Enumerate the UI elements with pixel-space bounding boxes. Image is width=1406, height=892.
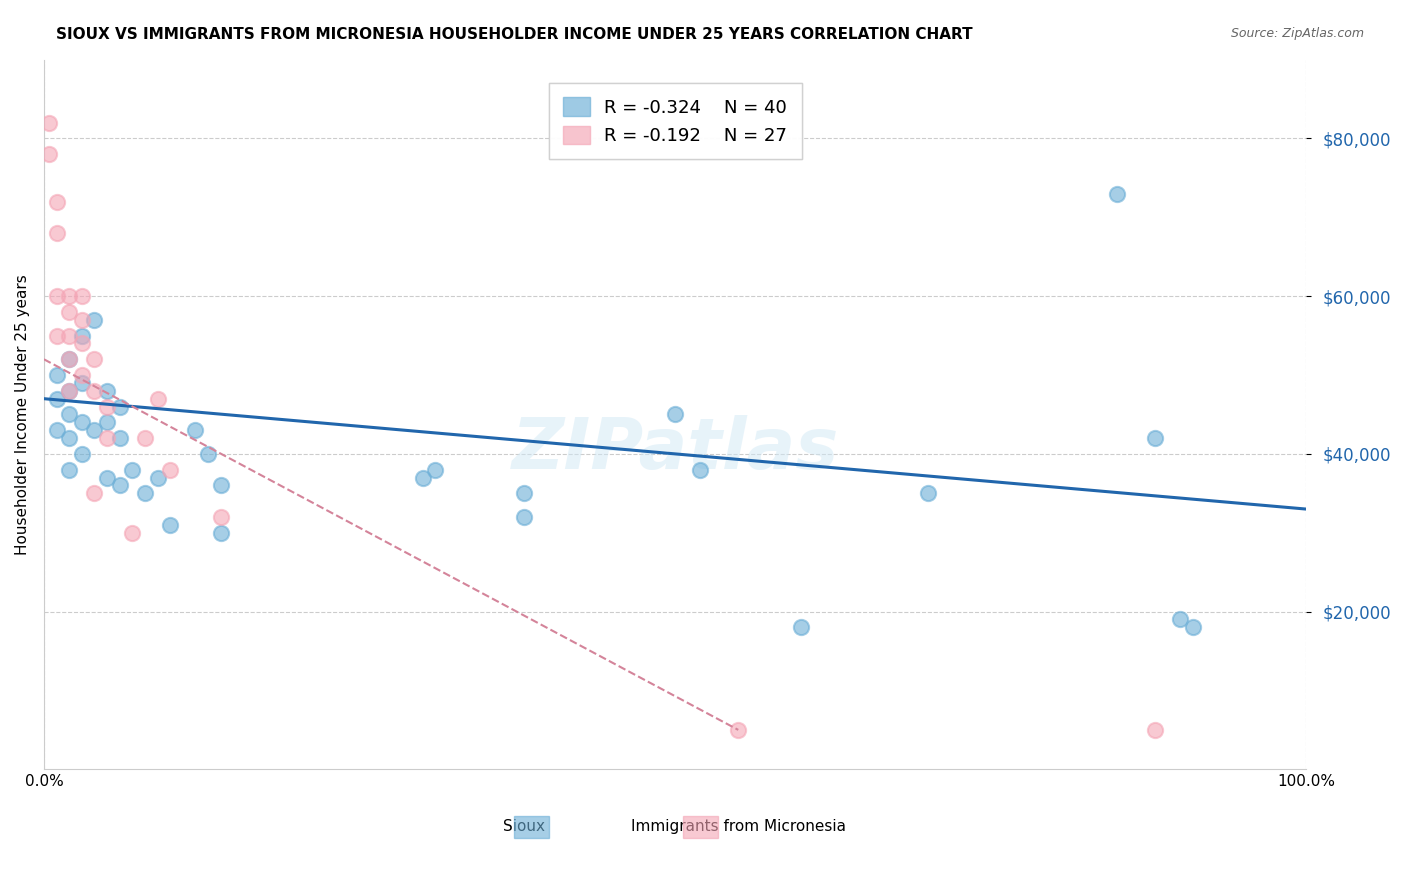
Legend: R = -0.324    N = 40, R = -0.192    N = 27: R = -0.324 N = 40, R = -0.192 N = 27 <box>548 83 801 160</box>
Text: Sioux: Sioux <box>502 819 544 834</box>
Point <box>83 352 105 367</box>
Point <box>917 486 939 500</box>
Point <box>1181 620 1204 634</box>
Point <box>96 384 118 398</box>
Point <box>790 620 813 634</box>
Point <box>58 384 80 398</box>
Point <box>96 400 118 414</box>
Y-axis label: Householder Income Under 25 years: Householder Income Under 25 years <box>15 274 30 555</box>
Point <box>727 723 749 737</box>
Point <box>146 392 169 406</box>
Text: ZIPatlas: ZIPatlas <box>512 416 839 484</box>
Point <box>1168 612 1191 626</box>
Point <box>58 408 80 422</box>
Point <box>38 116 60 130</box>
Point <box>512 486 534 500</box>
Point <box>108 400 131 414</box>
Point <box>512 510 534 524</box>
Point <box>58 431 80 445</box>
Point <box>197 447 219 461</box>
Point <box>58 352 80 367</box>
Point <box>689 463 711 477</box>
Point <box>45 368 67 382</box>
Point <box>134 486 156 500</box>
Point <box>45 194 67 209</box>
Point <box>184 423 207 437</box>
Text: Source: ZipAtlas.com: Source: ZipAtlas.com <box>1230 27 1364 40</box>
Point <box>134 431 156 445</box>
Point <box>159 463 181 477</box>
Point <box>108 478 131 492</box>
Point <box>1143 431 1166 445</box>
Point <box>1143 723 1166 737</box>
Point <box>96 431 118 445</box>
Point <box>83 313 105 327</box>
Point <box>45 289 67 303</box>
Point <box>159 517 181 532</box>
Point <box>70 336 93 351</box>
Point <box>70 415 93 429</box>
Point <box>209 478 232 492</box>
Point <box>121 463 143 477</box>
Point <box>209 510 232 524</box>
Point <box>45 392 67 406</box>
Point <box>45 328 67 343</box>
Point <box>83 423 105 437</box>
Point <box>70 376 93 390</box>
Point <box>58 463 80 477</box>
Point <box>58 384 80 398</box>
Point <box>664 408 686 422</box>
Point <box>1105 186 1128 201</box>
Point <box>108 431 131 445</box>
Point <box>70 289 93 303</box>
Point <box>58 352 80 367</box>
Point <box>83 384 105 398</box>
Point <box>96 415 118 429</box>
Point <box>70 328 93 343</box>
Point <box>70 368 93 382</box>
Point <box>58 289 80 303</box>
Text: SIOUX VS IMMIGRANTS FROM MICRONESIA HOUSEHOLDER INCOME UNDER 25 YEARS CORRELATIO: SIOUX VS IMMIGRANTS FROM MICRONESIA HOUS… <box>56 27 973 42</box>
Point <box>412 470 434 484</box>
Point <box>45 423 67 437</box>
Text: Immigrants from Micronesia: Immigrants from Micronesia <box>631 819 846 834</box>
Point <box>425 463 447 477</box>
Point <box>38 147 60 161</box>
Point <box>121 525 143 540</box>
Point <box>83 486 105 500</box>
Point <box>146 470 169 484</box>
Point <box>58 305 80 319</box>
Point <box>96 470 118 484</box>
Point <box>58 328 80 343</box>
Point <box>45 226 67 240</box>
Point <box>70 447 93 461</box>
Point <box>70 313 93 327</box>
Point <box>209 525 232 540</box>
